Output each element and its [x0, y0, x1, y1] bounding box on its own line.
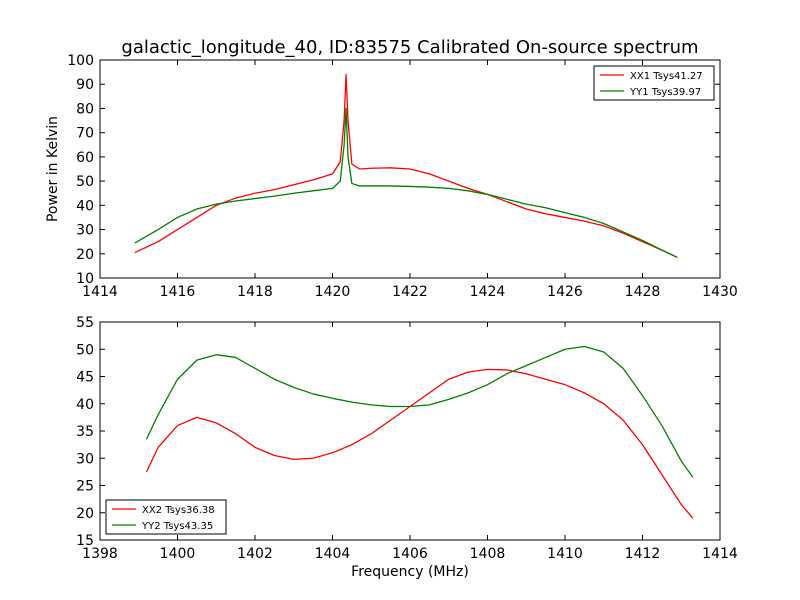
y-tick-label: 10 [76, 271, 94, 287]
x-axis-label: Frequency (MHz) [351, 564, 469, 580]
y-tick-label: 20 [76, 506, 94, 522]
x-tick-label: 1426 [547, 284, 583, 300]
series-line-1 [145, 368, 694, 519]
legend: XX1 Tsys41.27 YY1 Tsys39.97 [593, 65, 715, 101]
x-tick-label: 1412 [625, 546, 661, 562]
y-tick-label: 90 [76, 77, 94, 93]
y-tick-label: 55 [76, 315, 94, 331]
y-tick-label: 100 [67, 53, 94, 69]
x-tick-label: 1406 [392, 546, 428, 562]
y-tick-label: 40 [76, 397, 94, 413]
x-tick-label: 1410 [547, 546, 583, 562]
y-tick-label: 30 [76, 451, 94, 467]
y-tick-label: 25 [76, 479, 94, 495]
series-line-2 [134, 107, 678, 258]
x-tick-label: 1400 [160, 546, 196, 562]
y-tick-label: 35 [76, 424, 94, 440]
y-tick-label: 50 [76, 342, 94, 358]
y-tick-label: 70 [76, 126, 94, 142]
x-tick-label: 1402 [237, 546, 273, 562]
bottom-spectrum-panel: 1398 1400 1402 1404 1406 1408 1410 1412 1414 15 20… [76, 315, 738, 562]
legend: XX2 Tsys36.38 YY2 Tsys43.35 [105, 499, 227, 535]
x-tick-label: 1424 [470, 284, 506, 300]
y-axis-label: Power in Kelvin [45, 116, 61, 222]
chart-title: galactic_longitude_40, ID:83575 Calibrat… [121, 37, 698, 58]
y-tick-label: 40 [76, 198, 94, 214]
y-tick-label: 50 [76, 174, 94, 190]
x-tick-label: 1430 [702, 284, 738, 300]
x-tick-label: 1404 [315, 546, 351, 562]
x-tick-label: 1398 [82, 546, 118, 562]
legend-label: YY2 Tsys43.35 [141, 521, 213, 532]
x-tick-label: 1420 [315, 284, 351, 300]
legend-label: XX1 Tsys41.27 [630, 71, 703, 82]
y-tick-label: 60 [76, 150, 94, 166]
series-line-1 [134, 73, 678, 258]
x-tick-label: 1428 [625, 284, 661, 300]
legend-label: YY1 Tsys39.97 [629, 87, 701, 98]
x-tick-label: 1422 [392, 284, 428, 300]
y-tick-label: 20 [76, 247, 94, 263]
legend-box [593, 65, 715, 101]
legend-box [105, 499, 227, 535]
y-tick-label: 30 [76, 223, 94, 239]
series-line-2 [145, 345, 694, 478]
y-tick-label: 15 [76, 533, 94, 549]
y-tick-label: 80 [76, 101, 94, 117]
x-tick-label: 1414 [702, 546, 738, 562]
x-tick-label: 1416 [160, 284, 196, 300]
top-spectrum-panel: 1414 1416 1418 1420 1422 1424 1426 1428 1430 10 20… [67, 53, 738, 300]
x-tick-label: 1418 [237, 284, 273, 300]
x-tick-label: 1408 [470, 546, 506, 562]
legend-label: XX2 Tsys36.38 [142, 505, 215, 516]
x-tick-label: 1414 [82, 284, 118, 300]
y-tick-label: 45 [76, 370, 94, 386]
